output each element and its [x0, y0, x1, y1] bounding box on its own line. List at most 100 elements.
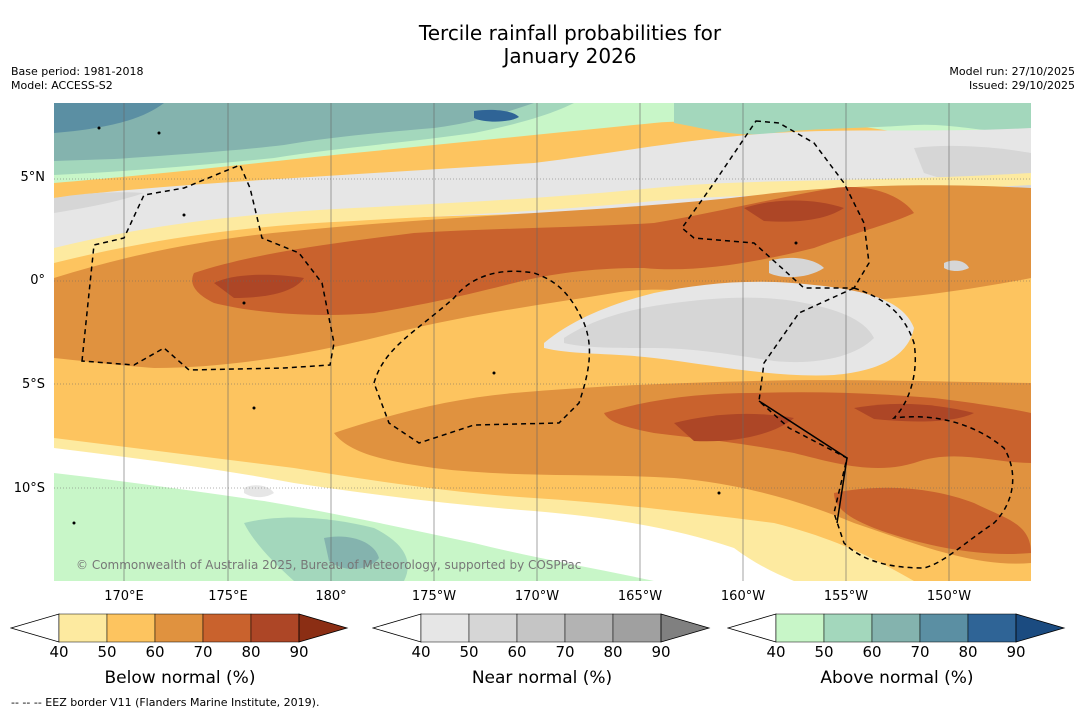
lon-label-170w: 170°W	[514, 589, 560, 604]
tick-label: 60	[507, 643, 527, 661]
above-normal-70-south	[324, 536, 379, 569]
tick-label: 80	[241, 643, 261, 661]
lat-label-0: 0°	[30, 273, 45, 288]
lon-label-170e: 170°E	[104, 589, 144, 604]
tick-label: 90	[1006, 643, 1026, 661]
above-normal-60-region-east	[674, 103, 1031, 135]
model-run-text: Model run: 27/10/2025	[949, 65, 1075, 78]
tick-label: 70	[193, 643, 213, 661]
tick-label: 70	[555, 643, 575, 661]
tick-label: 90	[289, 643, 309, 661]
colorbar-ticks-above: 40 50 60 70 80 90	[727, 643, 1067, 663]
lon-label-180: 180°	[315, 589, 347, 604]
island-marker	[157, 131, 161, 135]
colorbar-extend-high	[660, 613, 711, 643]
colorbar-segment	[516, 613, 566, 643]
eez-border-solid-segment	[758, 400, 848, 524]
map-copyright: © Commonwealth of Australia 2025, Bureau…	[76, 558, 581, 572]
island-marker	[182, 213, 186, 217]
eez-border-kiribati-phoenix	[373, 270, 591, 444]
chart-title-line1: Tercile rainfall probabilities for	[418, 21, 722, 45]
near-normal-60-patch-nw	[54, 192, 144, 213]
tick-label: 40	[766, 643, 786, 661]
lat-label-10s: 10°S	[13, 481, 45, 496]
near-normal-60-small-patch	[769, 257, 824, 278]
lat-label-5n: 5°N	[20, 170, 46, 185]
lat-label-5s: 5°S	[21, 377, 45, 392]
below-normal-80-southern-patch	[674, 413, 794, 442]
tick-label: 50	[814, 643, 834, 661]
above-normal-80-region-west	[54, 103, 164, 133]
colorbar-label-near: Near normal (%)	[471, 668, 613, 688]
colorbar-ticks-near: 40 50 60 70 80 90	[372, 643, 712, 663]
below-normal-70-equatorial-core	[192, 187, 914, 315]
model-text: Model: ACCESS-S2	[11, 79, 113, 92]
tick-label: 60	[862, 643, 882, 661]
tick-label: 70	[910, 643, 930, 661]
colorbar-label-below: Below normal (%)	[104, 668, 256, 688]
colorbar-segment	[468, 613, 518, 643]
colorbar-segment	[919, 613, 969, 643]
chart-title-line2: January 2026	[503, 44, 637, 68]
near-normal-small-south	[244, 485, 274, 498]
eez-borders	[81, 120, 1014, 569]
island-marker	[717, 491, 721, 495]
colorbar-segment	[823, 613, 873, 643]
colorbar-segment	[58, 613, 108, 643]
colorbar-extend-low	[372, 613, 422, 643]
issued-text: Issued: 29/10/2025	[968, 79, 1075, 92]
near-normal-60-central	[564, 297, 874, 363]
island-marker	[97, 126, 101, 130]
lon-label-160w: 160°W	[720, 589, 766, 604]
island-marker	[492, 371, 496, 375]
colorbar-segment	[612, 613, 662, 643]
rainfall-map: © Commonwealth of Australia 2025, Bureau…	[54, 103, 1031, 581]
below-normal-80-patch-west	[214, 274, 304, 298]
colorbar-below-normal	[10, 613, 349, 643]
below-normal-40-north-band	[54, 173, 1031, 263]
below-normal-80-patch-north	[744, 200, 844, 222]
island-marker	[794, 241, 798, 245]
below-normal-70-south-east	[834, 487, 1031, 554]
colorbar-extend-high	[298, 613, 349, 643]
eez-border-kiribati-line-south	[758, 287, 1014, 569]
lon-label-165w: 165°W	[617, 589, 663, 604]
eez-border-kiribati-gilbert	[81, 164, 335, 371]
eez-border-note: -- -- -- EEZ border V11 (Flanders Marine…	[11, 696, 320, 709]
colorbar-segment	[106, 613, 156, 643]
island-marker	[242, 301, 246, 305]
island-marker	[252, 406, 256, 410]
tick-label: 80	[603, 643, 623, 661]
lon-label-175w: 175°W	[411, 589, 457, 604]
tick-label: 90	[651, 643, 671, 661]
colorbar-above-normal	[727, 613, 1066, 643]
colorbar-segment	[871, 613, 921, 643]
tick-label: 50	[459, 643, 479, 661]
colorbar-segment	[775, 613, 825, 643]
tick-label: 60	[145, 643, 165, 661]
colorbar-segment	[202, 613, 252, 643]
colorbar-extend-low	[727, 613, 777, 643]
lon-label-150w: 150°W	[926, 589, 972, 604]
lon-label-175e: 175°E	[208, 589, 248, 604]
colorbar-segment	[967, 613, 1017, 643]
colorbar-extend-high	[1015, 613, 1066, 643]
tick-label: 50	[97, 643, 117, 661]
colorbar-label-above: Above normal (%)	[820, 668, 974, 688]
colorbar-segment	[250, 613, 300, 643]
colorbar-extend-low	[10, 613, 60, 643]
base-period-text: Base period: 1981-2018	[11, 65, 144, 78]
tick-label: 40	[49, 643, 69, 661]
near-normal-60-tiny-patch	[944, 260, 969, 272]
colorbar-segment	[154, 613, 204, 643]
colorbar-segment	[420, 613, 470, 643]
colorbar-near-normal	[372, 613, 711, 643]
lon-label-155w: 155°W	[823, 589, 869, 604]
tick-label: 80	[958, 643, 978, 661]
below-normal-80-southern-patch-east	[854, 403, 974, 422]
above-normal-90-patch	[474, 109, 519, 122]
colorbar-segment	[564, 613, 614, 643]
colorbar-ticks-below: 40 50 60 70 80 90	[10, 643, 350, 663]
above-normal-70-region	[54, 103, 534, 161]
graticule	[54, 103, 1031, 581]
